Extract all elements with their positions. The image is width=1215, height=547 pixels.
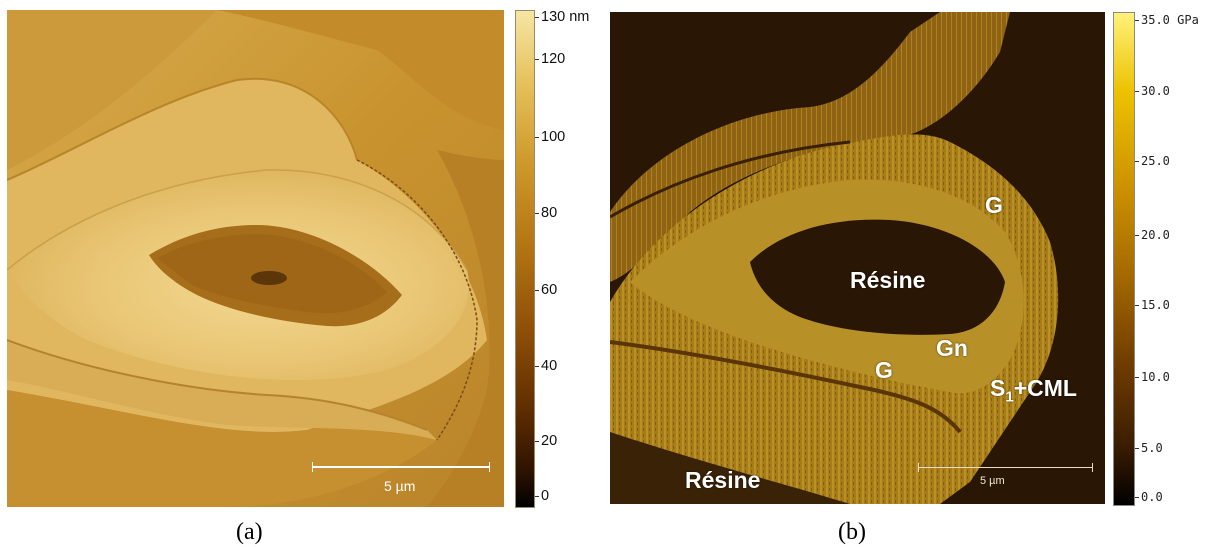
label-gn: Gn: [936, 335, 968, 361]
colorbar-tick: 120: [541, 51, 566, 67]
label-s1-cml: S1+CML: [990, 375, 1077, 406]
colorbar-tick: 30.0: [1141, 84, 1170, 98]
afm-modulus-image: 5 µm G Résine Gn G S1+CML Résine: [610, 12, 1105, 504]
scale-bar: [312, 466, 490, 468]
label-g-top: G: [985, 192, 1003, 218]
scale-bar: [918, 467, 1093, 468]
modulus-map-graphic: [610, 12, 1105, 504]
colorbar-tick: 10.0: [1141, 370, 1170, 384]
colorbar-tick: 130 nm: [541, 9, 590, 25]
colorbar-tick: 40: [541, 358, 558, 374]
label-resine-center: Résine: [850, 267, 926, 293]
label-resine-bottom: Résine: [685, 467, 761, 493]
scale-bar-label: 5 µm: [384, 478, 416, 494]
colorbar-tick: 0.0: [1141, 490, 1163, 504]
colorbar-tick: 25.0: [1141, 154, 1170, 168]
colorbar-tick: 80: [541, 205, 558, 221]
colorbar-tick: 20: [541, 433, 558, 449]
height-map-graphic: [7, 10, 504, 507]
colorbar-tick: 60: [541, 282, 558, 298]
colorbar-tick: 15.0: [1141, 298, 1170, 312]
caption-a: (a): [236, 519, 263, 545]
label-g-left: G: [875, 357, 893, 383]
colorbar-tick: 35.0 GPa: [1141, 13, 1199, 27]
height-colorbar: [515, 10, 535, 508]
modulus-colorbar: [1113, 12, 1135, 506]
colorbar-tick: 20.0: [1141, 228, 1170, 242]
colorbar-tick: 5.0: [1141, 441, 1163, 455]
afm-height-image: 5 µm: [7, 10, 504, 507]
colorbar-tick: 100: [541, 129, 566, 145]
colorbar-tick: 0: [541, 488, 550, 504]
caption-b: (b): [838, 519, 866, 545]
scale-bar-label: 5 µm: [980, 475, 1005, 487]
